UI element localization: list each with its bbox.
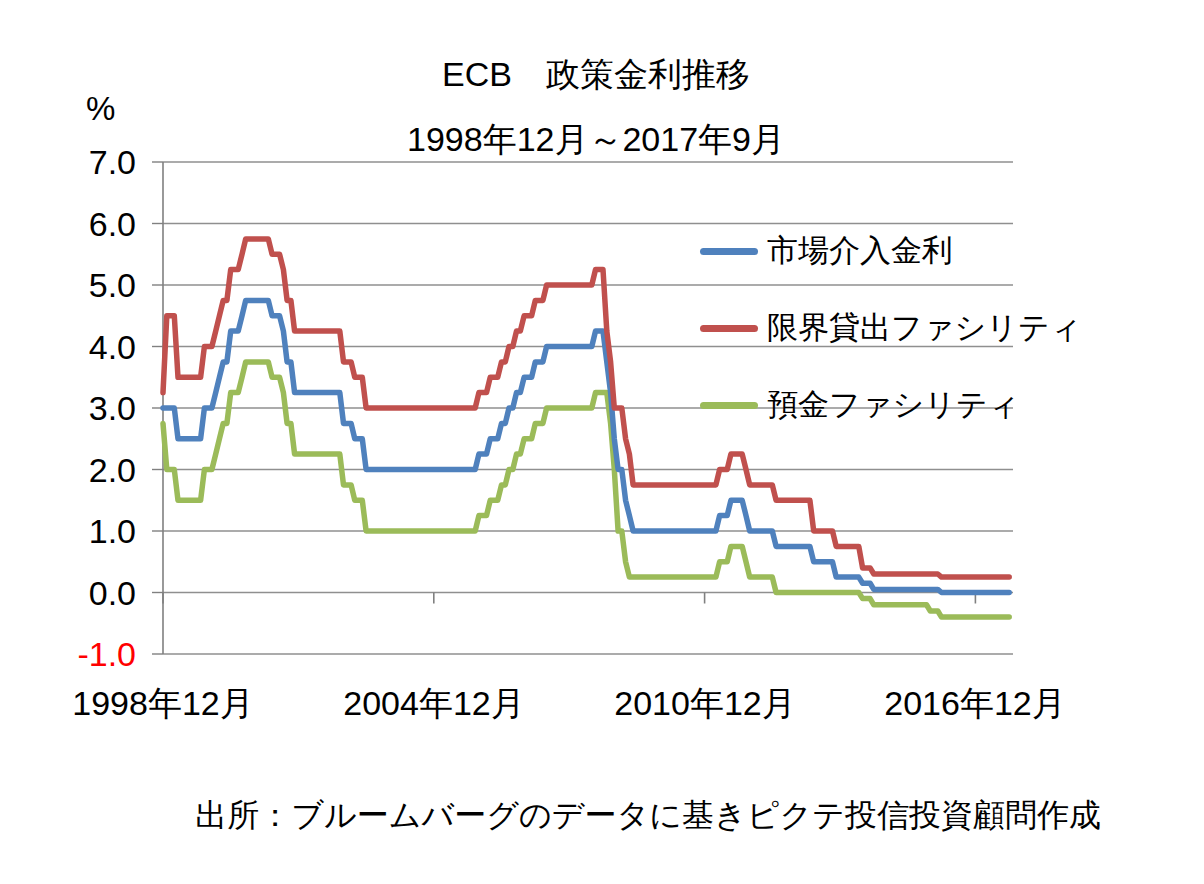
y-axis-tick-labels: 7.0 6.0 5.0 4.0 3.0 2.0 1.0 0.0 -1.0: [0, 144, 136, 672]
source-note: 出所：ブルームバーグのデータに基きピクテ投信投資顧問作成: [195, 794, 1101, 838]
legend-entry: 限界貸出ファシリティ: [700, 307, 1081, 349]
legend-label: 市場介入金利: [767, 230, 953, 272]
legend-label: 限界貸出ファシリティ: [767, 307, 1081, 349]
chart-title: ECB 政策金利推移: [442, 52, 750, 98]
y-tick-label: -1.0: [77, 636, 136, 672]
y-axis-unit-label: %: [86, 90, 115, 128]
x-tick-label: 2016年12月: [884, 681, 1065, 727]
legend-entry: 預金ファシリティ: [700, 384, 1019, 426]
y-tick-label: 6.0: [89, 206, 136, 242]
y-tick-label: 1.0: [89, 513, 136, 549]
legend-label: 預金ファシリティ: [767, 384, 1019, 426]
chart-page: { "chart_data": { "type": "line", "title…: [0, 0, 1204, 884]
legend-line-swatch: [700, 248, 758, 255]
legend-line-swatch: [700, 325, 758, 332]
x-tick-label: 1998年12月: [72, 681, 253, 727]
chart-subtitle: 1998年12月～2017年9月: [407, 117, 785, 163]
y-tick-label: 2.0: [89, 452, 136, 488]
y-tick-label: 0.0: [89, 575, 136, 611]
x-tick-label: 2004年12月: [343, 681, 524, 727]
y-tick-label: 7.0: [89, 144, 136, 180]
y-tick-label: 3.0: [89, 390, 136, 426]
legend-line-swatch: [700, 402, 758, 409]
y-tick-label: 4.0: [89, 329, 136, 365]
y-tick-label: 5.0: [89, 267, 136, 303]
legend-entry: 市場介入金利: [700, 230, 953, 272]
x-tick-label: 2010年12月: [614, 681, 795, 727]
